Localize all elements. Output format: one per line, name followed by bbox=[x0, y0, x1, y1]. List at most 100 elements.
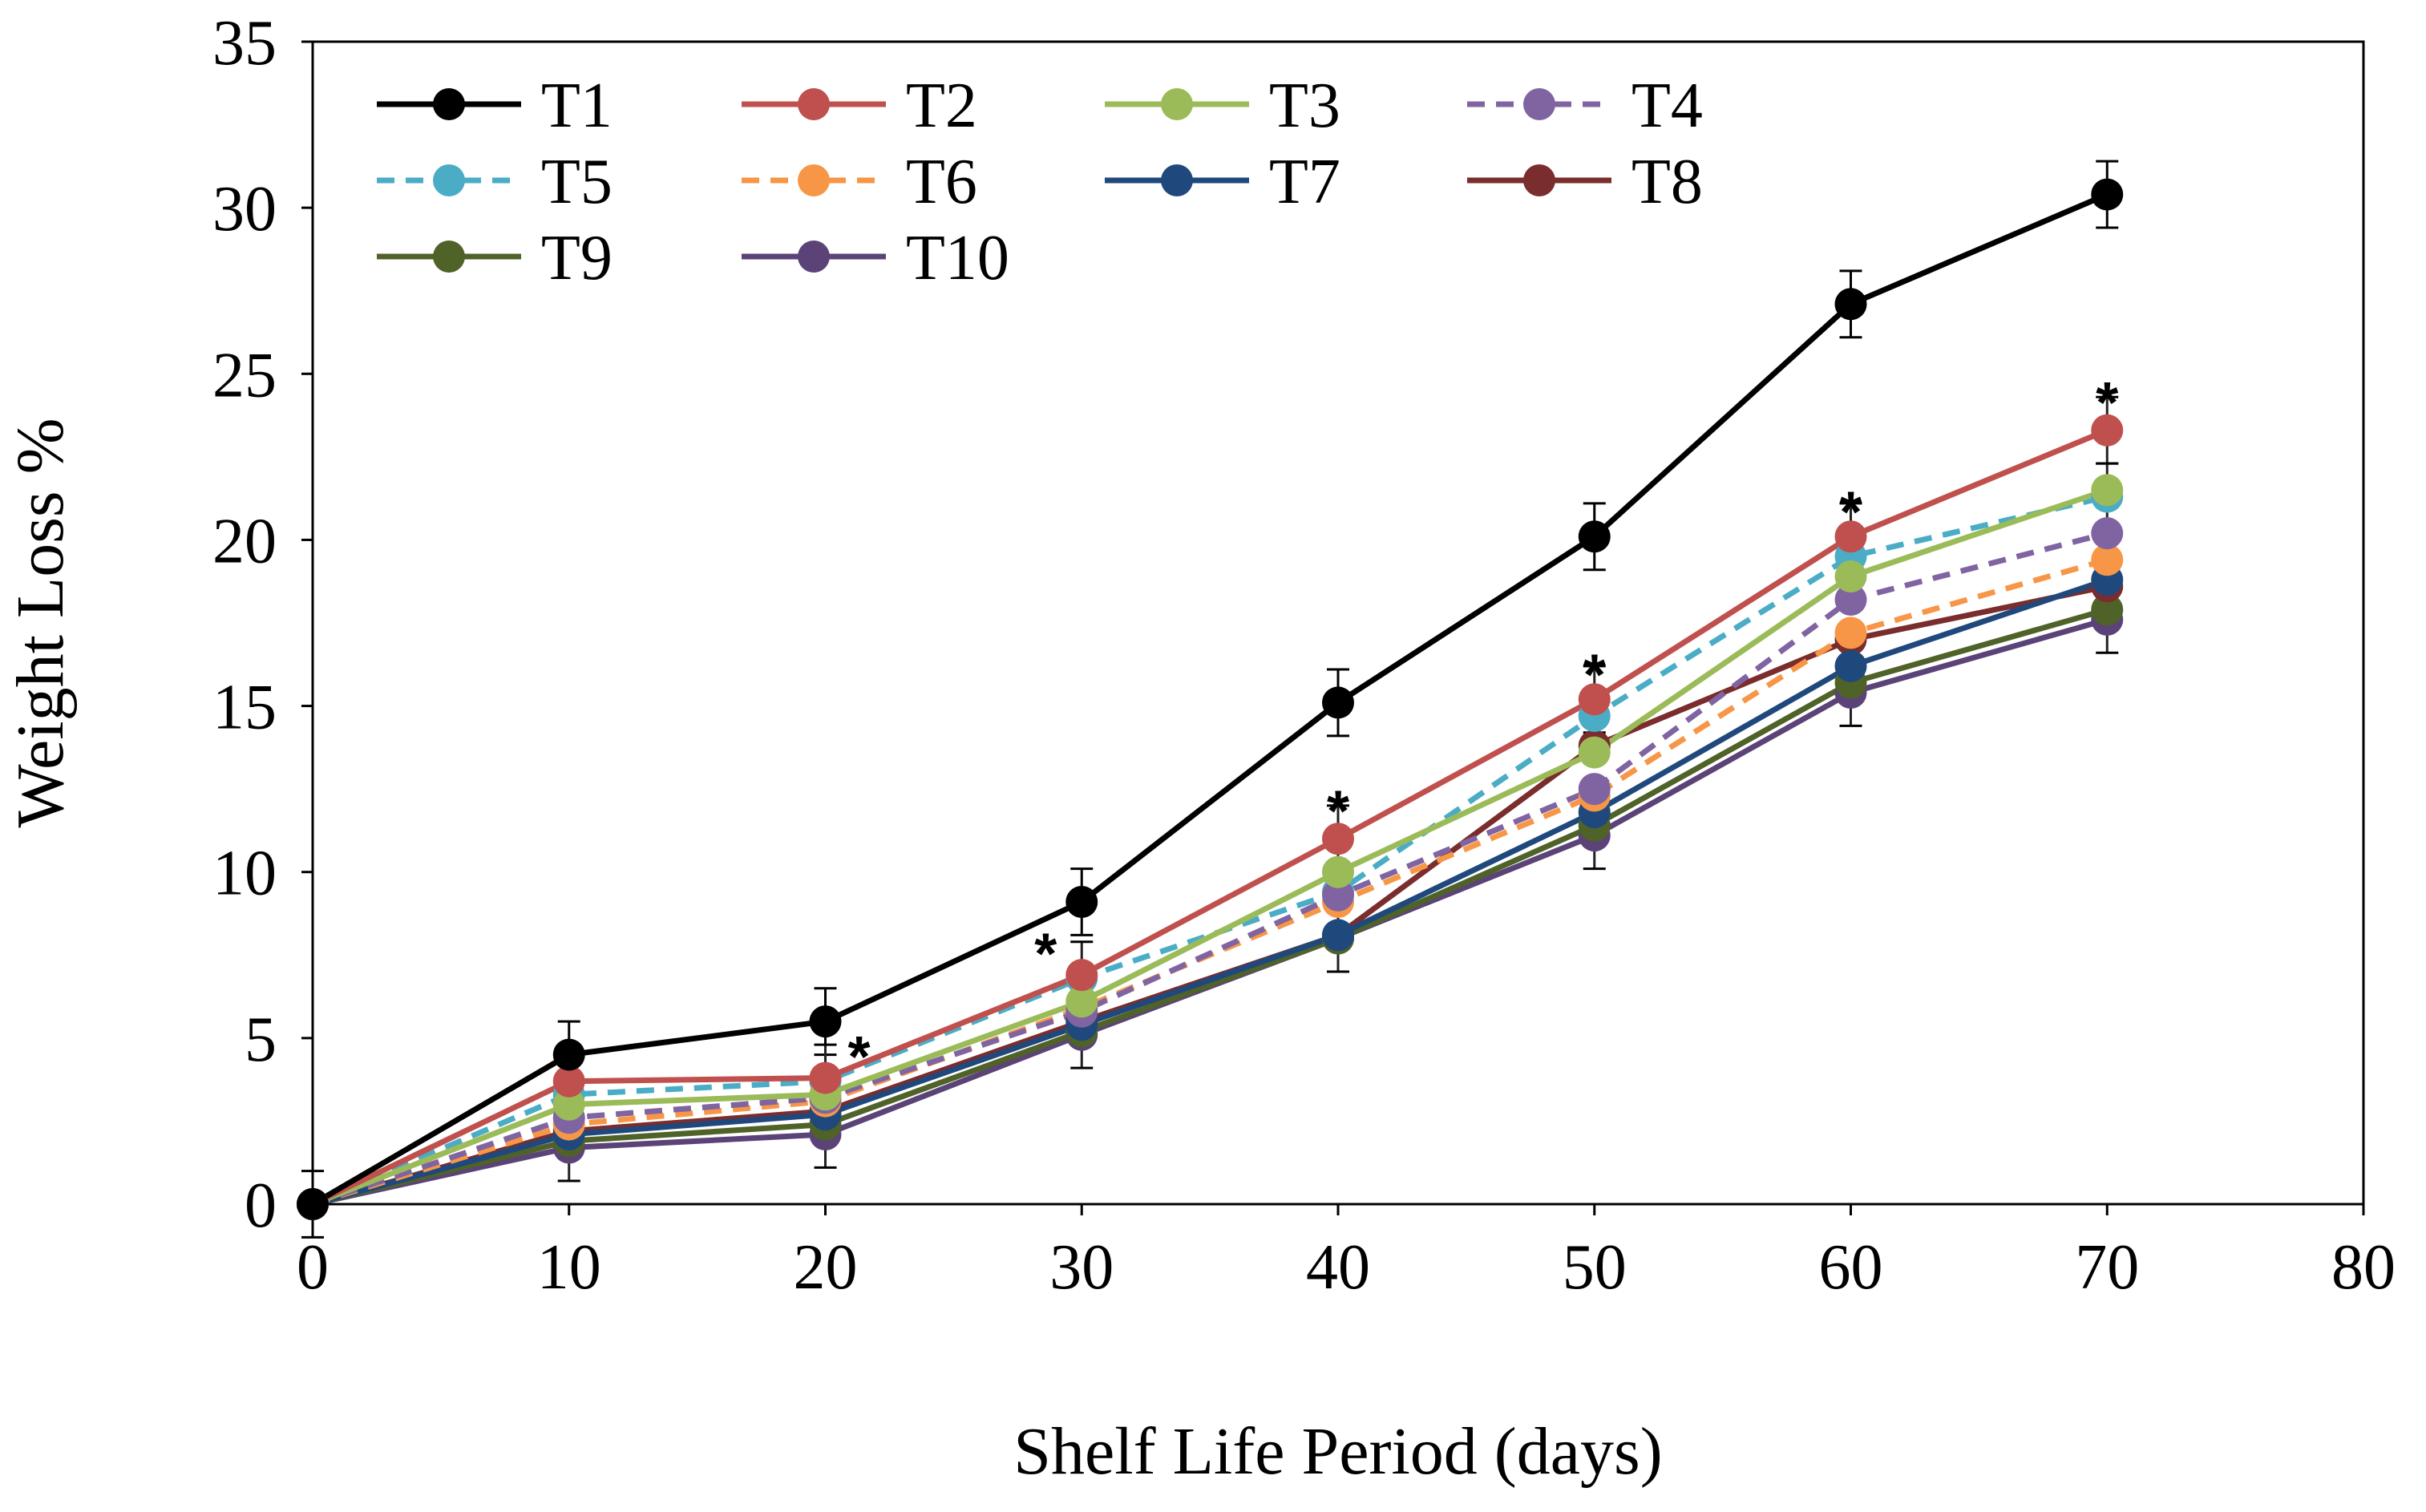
data-point-t3 bbox=[1834, 560, 1867, 592]
data-point-t1 bbox=[552, 1038, 585, 1071]
series-line-t9 bbox=[312, 607, 2109, 1207]
data-point-t2 bbox=[809, 1061, 842, 1094]
data-point-t2 bbox=[1065, 959, 1098, 992]
legend-label: T10 bbox=[906, 223, 1009, 293]
data-point-t1 bbox=[1322, 686, 1354, 719]
significance-star: * bbox=[1583, 644, 1606, 708]
y-tick-label: 5 bbox=[245, 1005, 277, 1075]
legend-label: T1 bbox=[541, 71, 613, 141]
legend-entry-t1: T1 bbox=[377, 71, 613, 141]
data-point-t4 bbox=[1834, 584, 1867, 616]
legend-label: T5 bbox=[541, 147, 613, 217]
data-point-t2 bbox=[1834, 520, 1867, 553]
legend-swatch-marker bbox=[798, 88, 830, 120]
legend-label: T7 bbox=[1269, 147, 1340, 217]
legend: T1 T2 T3 T4 T5 T6 T7 T8 T9 T10 bbox=[377, 71, 1703, 293]
data-point-t9 bbox=[2091, 593, 2124, 626]
series-line-t1 bbox=[311, 192, 2109, 1207]
data-point-t1 bbox=[809, 1005, 842, 1038]
legend-swatch-marker bbox=[798, 164, 830, 196]
data-point-t2 bbox=[1322, 823, 1354, 855]
data-point-t7 bbox=[1322, 919, 1354, 952]
data-point-t3 bbox=[1322, 855, 1354, 888]
significance-star: * bbox=[847, 1025, 870, 1090]
x-axis: 0 10 20 30 40 50 60 70 80 bbox=[297, 1204, 2396, 1303]
x-axis-title: Shelf Life Period (days) bbox=[1013, 1414, 1662, 1489]
legend-entry-t3: T3 bbox=[1105, 71, 1340, 141]
data-point-t2 bbox=[1578, 683, 1611, 716]
legend-label: T8 bbox=[1631, 147, 1703, 217]
data-point-t1 bbox=[2091, 178, 2124, 211]
y-axis: 0 5 10 15 20 25 30 35 bbox=[212, 8, 313, 1241]
legend-swatch-marker bbox=[1523, 164, 1555, 196]
significance-star: * bbox=[2096, 371, 2118, 435]
data-point-t3 bbox=[552, 1088, 585, 1121]
legend-swatch-marker bbox=[433, 164, 465, 196]
data-point-t3 bbox=[2091, 474, 2124, 507]
legend-label: T3 bbox=[1269, 71, 1340, 141]
legend-label: T2 bbox=[906, 71, 977, 141]
x-tick-label: 20 bbox=[794, 1232, 858, 1303]
y-axis-title: Weight Loss % bbox=[3, 418, 78, 827]
data-point-t4 bbox=[2091, 517, 2124, 550]
series-line-t4 bbox=[311, 530, 2109, 1207]
x-tick-label: 30 bbox=[1049, 1232, 1114, 1303]
legend-swatch-marker bbox=[1523, 88, 1555, 120]
y-tick-label: 25 bbox=[212, 340, 277, 410]
y-tick-label: 20 bbox=[212, 506, 277, 576]
data-point-t7 bbox=[1834, 649, 1867, 682]
data-point-t3 bbox=[1578, 736, 1611, 769]
data-point-t1 bbox=[1578, 520, 1611, 553]
x-tick-label: 40 bbox=[1306, 1232, 1370, 1303]
legend-entry-t2: T2 bbox=[742, 71, 977, 141]
legend-entry-t6: T6 bbox=[742, 147, 977, 217]
legend-entry-t5: T5 bbox=[377, 147, 613, 217]
significance-star: * bbox=[1839, 481, 1862, 545]
data-point-t3 bbox=[1065, 985, 1098, 1018]
legend-entry-t10: T10 bbox=[742, 223, 1009, 293]
series-lines bbox=[311, 192, 2109, 1207]
data-point-t4 bbox=[1322, 879, 1354, 912]
y-tick-label: 0 bbox=[245, 1170, 277, 1241]
data-point-t1 bbox=[1065, 886, 1098, 918]
data-point-t1 bbox=[1834, 288, 1867, 321]
series-points bbox=[297, 178, 2124, 1220]
data-point-t6 bbox=[1834, 617, 1867, 649]
legend-swatch-marker bbox=[1161, 88, 1193, 120]
legend-swatch-marker bbox=[433, 88, 465, 120]
series-line-t3 bbox=[311, 487, 2109, 1207]
legend-swatch-marker bbox=[433, 241, 465, 273]
y-tick-label: 10 bbox=[212, 839, 277, 909]
y-tick-label: 35 bbox=[212, 8, 277, 79]
legend-entry-t7: T7 bbox=[1105, 147, 1340, 217]
legend-entry-t9: T9 bbox=[377, 223, 613, 293]
data-point-t1 bbox=[297, 1188, 329, 1220]
series-line-t5 bbox=[311, 494, 2109, 1207]
x-tick-label: 80 bbox=[2331, 1232, 2396, 1303]
legend-entry-t4: T4 bbox=[1467, 71, 1703, 141]
x-tick-label: 70 bbox=[2075, 1232, 2139, 1303]
significance-annotations: * * * * * * bbox=[847, 371, 2118, 1090]
x-tick-label: 60 bbox=[1819, 1232, 1883, 1303]
legend-swatch-marker bbox=[798, 241, 830, 273]
series-line-t7 bbox=[312, 576, 2109, 1207]
y-tick-label: 30 bbox=[212, 174, 277, 245]
legend-label: T6 bbox=[906, 147, 977, 217]
data-point-t2 bbox=[552, 1065, 585, 1098]
y-tick-label: 15 bbox=[212, 673, 277, 743]
significance-star: * bbox=[1034, 923, 1057, 987]
legend-entry-t8: T8 bbox=[1467, 147, 1703, 217]
data-point-t4 bbox=[1578, 773, 1611, 806]
x-tick-label: 50 bbox=[1563, 1232, 1627, 1303]
legend-label: T9 bbox=[541, 223, 613, 293]
significance-star: * bbox=[1327, 780, 1349, 844]
x-tick-label: 0 bbox=[297, 1232, 329, 1303]
legend-label: T4 bbox=[1631, 71, 1703, 141]
data-point-t6 bbox=[2091, 544, 2124, 576]
x-tick-label: 10 bbox=[537, 1232, 601, 1303]
legend-swatch-marker bbox=[1161, 164, 1193, 196]
series-line-t2 bbox=[311, 427, 2109, 1207]
data-point-t2 bbox=[2091, 414, 2124, 447]
